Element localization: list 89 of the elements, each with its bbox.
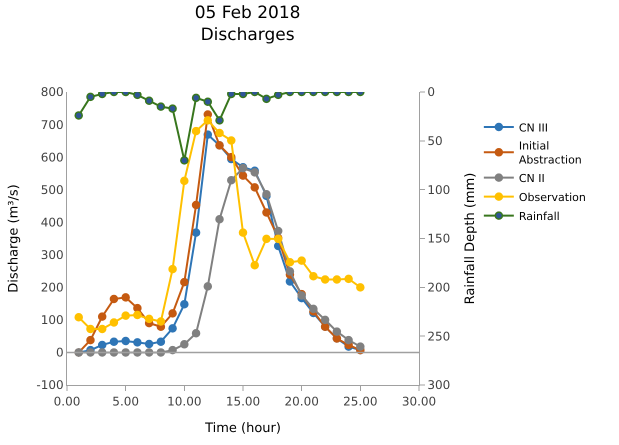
point xyxy=(86,336,95,344)
x-tick-label: 10.00 xyxy=(167,394,202,408)
point xyxy=(133,310,142,320)
point xyxy=(180,176,189,186)
legend-label: Observation xyxy=(518,190,586,204)
point xyxy=(344,336,353,344)
y-tick-label: 800 xyxy=(40,85,64,100)
x-tick-label: 0.00 xyxy=(54,394,80,408)
point xyxy=(332,275,342,284)
point xyxy=(238,228,248,237)
point xyxy=(297,256,306,265)
point xyxy=(250,260,259,270)
point xyxy=(110,318,118,327)
point xyxy=(98,340,106,350)
legend-label: CN III xyxy=(518,121,548,134)
point xyxy=(168,309,177,318)
point xyxy=(204,282,212,291)
point xyxy=(204,116,212,125)
point xyxy=(286,267,294,276)
legend-label: CN II xyxy=(518,172,545,185)
x-axis-title: Time (hour) xyxy=(204,421,281,436)
y-tick-label: 300 xyxy=(40,248,64,262)
point xyxy=(250,183,259,192)
point xyxy=(227,176,236,184)
point xyxy=(192,328,200,338)
point xyxy=(238,171,248,180)
y2-tick-label: 200 xyxy=(427,280,450,295)
point xyxy=(262,234,271,244)
point xyxy=(121,311,130,320)
y2-tick-label: 100 xyxy=(427,182,450,197)
point xyxy=(180,278,189,286)
point xyxy=(110,294,118,304)
point xyxy=(144,340,154,348)
y-tick-label: 600 xyxy=(40,150,64,164)
legend-label: Rainfall xyxy=(518,210,560,223)
y2-tick-label: 150 xyxy=(427,232,450,246)
point xyxy=(168,324,177,333)
point xyxy=(356,283,365,292)
point xyxy=(309,272,318,281)
point xyxy=(215,215,224,224)
point xyxy=(227,136,236,145)
point xyxy=(192,200,200,210)
point xyxy=(320,275,330,284)
y2-tick-label: 50 xyxy=(427,134,443,148)
point xyxy=(74,313,83,322)
y2-axis-title: Rainfall Depth (mm) xyxy=(462,172,478,304)
y-tick-label: 400 xyxy=(40,215,64,230)
point xyxy=(274,226,282,236)
point xyxy=(156,337,166,346)
x-tick-label: 30.00 xyxy=(402,394,436,408)
legend-label: Initial Abstraction xyxy=(518,139,582,167)
point xyxy=(156,317,166,326)
point xyxy=(133,304,142,312)
point xyxy=(332,327,342,336)
y-tick-label: 100 xyxy=(40,313,64,328)
point xyxy=(180,340,189,349)
point xyxy=(286,258,294,267)
point xyxy=(144,314,154,324)
point xyxy=(133,338,142,347)
point xyxy=(309,304,318,314)
point xyxy=(180,300,189,309)
y-tick-label: 700 xyxy=(40,118,64,132)
point xyxy=(192,126,200,136)
point xyxy=(320,316,330,324)
y2-tick-label: 250 xyxy=(427,329,450,344)
point xyxy=(168,264,177,274)
x-tick-label: 15.00 xyxy=(226,394,260,408)
y-axis-title: Discharge (m³/s) xyxy=(6,184,22,293)
y-tick-label: 500 xyxy=(40,182,64,197)
point xyxy=(110,337,118,346)
point xyxy=(344,274,353,284)
point xyxy=(215,128,224,138)
y-tick-label: -100 xyxy=(36,378,64,392)
point xyxy=(86,324,95,334)
y2-tick-label: 0 xyxy=(427,85,436,100)
point xyxy=(98,312,106,321)
y-tick-label: 0 xyxy=(56,346,64,360)
point xyxy=(98,324,106,334)
y-tick-label: 200 xyxy=(40,280,64,295)
x-tick-label: 25.00 xyxy=(343,394,378,408)
chart-title: 05 Feb 2018 Discharges xyxy=(194,2,301,45)
y2-tick-label: 300 xyxy=(427,378,450,392)
point xyxy=(121,293,130,302)
x-tick-label: 5.00 xyxy=(112,394,140,408)
point xyxy=(192,228,200,237)
x-tick-label: 20.00 xyxy=(284,394,319,408)
point xyxy=(262,208,271,217)
point xyxy=(121,336,130,346)
point xyxy=(356,342,365,351)
